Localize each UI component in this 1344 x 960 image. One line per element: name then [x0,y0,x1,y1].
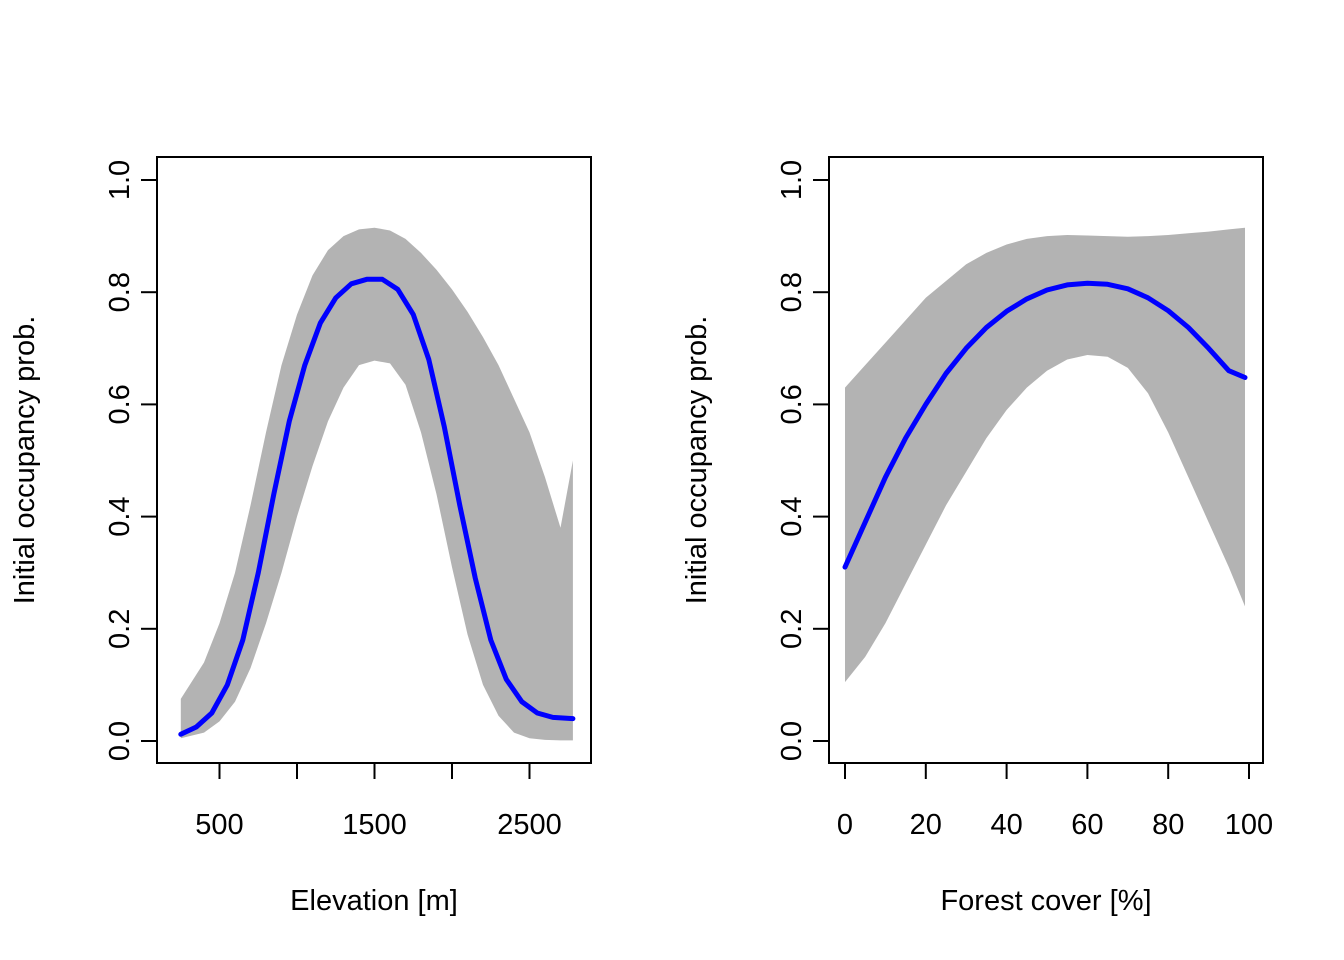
y-tick-label: 0.6 [104,384,136,424]
forest-cover-panel: 0 20 40 60 80 100 0.0 0.2 0.4 0.6 0.8 1.0 Forest c… [681,156,1273,917]
mean-line-layer [178,276,576,737]
x-axis-label: Elevation [m] [290,885,458,917]
y-tick-label: 0.4 [104,496,136,536]
mean-line-layer [842,280,1248,570]
x-tick-label: 100 [1225,809,1273,841]
y-tick-label: 0.2 [104,609,136,649]
y-tick-label: 0.2 [776,609,808,649]
y-axis-label: Initial occupancy prob. [681,316,713,605]
confidence-band [180,227,573,741]
y-tick-label: 0.0 [776,721,808,761]
y-tick-label: 0.4 [776,496,808,536]
y-tick-label: 0.0 [104,721,136,761]
y-tick-label: 0.8 [104,272,136,312]
y-tick-label: 1.0 [776,160,808,200]
y-tick-label: 1.0 [104,160,136,200]
x-tick-label: 2500 [497,809,562,841]
x-tick-label: 1500 [342,809,407,841]
elevation-panel: 500 1500 2500 0.0 0.2 0.4 0.6 0.8 1.0 Elevation… [9,156,592,917]
confidence-band-layer [180,227,573,741]
x-axis: 0 20 40 60 80 100 [837,762,1273,841]
x-tick-label: 80 [1152,809,1184,841]
confidence-band-layer [845,227,1245,683]
mean-line [178,276,576,737]
y-axis: 0.0 0.2 0.4 0.6 0.8 1.0 [104,160,158,761]
confidence-band [845,227,1245,683]
x-tick-label: 40 [990,809,1022,841]
mean-line [842,280,1248,570]
x-tick-label: 60 [1071,809,1103,841]
x-tick-label: 500 [195,809,243,841]
y-tick-label: 0.8 [776,272,808,312]
y-tick-label: 0.6 [776,384,808,424]
x-axis: 500 1500 2500 [195,762,562,841]
x-tick-label: 0 [837,809,853,841]
y-axis: 0.0 0.2 0.4 0.6 0.8 1.0 [776,160,830,761]
x-tick-label: 20 [910,809,942,841]
y-axis-label: Initial occupancy prob. [9,316,41,605]
x-axis-label: Forest cover [%] [940,885,1151,917]
